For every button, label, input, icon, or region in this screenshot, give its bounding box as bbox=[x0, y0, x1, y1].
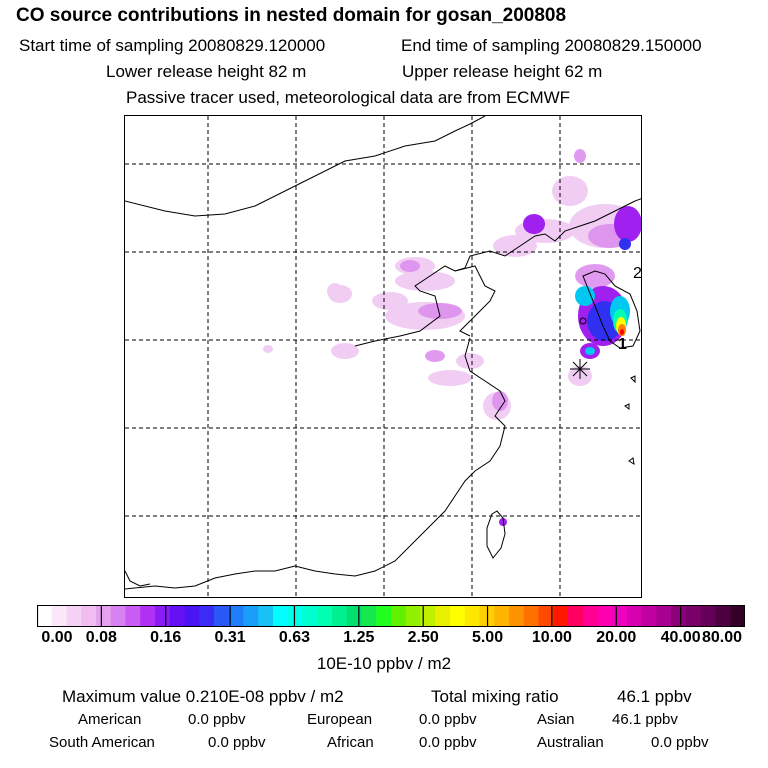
plot-title: CO source contributions in nested domain… bbox=[16, 5, 567, 26]
colorbar-swatch bbox=[523, 605, 539, 627]
tracer-note: Passive tracer used, meteorological data… bbox=[126, 88, 571, 107]
region-name-american: American bbox=[78, 711, 142, 728]
region-name-european: European bbox=[307, 711, 373, 728]
colorbar-swatch bbox=[553, 605, 569, 627]
colorbar-tick-label: 2.50 bbox=[407, 629, 439, 646]
receptor-label-2: 2 bbox=[633, 265, 642, 282]
colorbar-tick-label: 10.00 bbox=[531, 629, 572, 646]
total-mixing-ratio-value: 46.1 ppbv bbox=[617, 687, 692, 706]
colorbar-swatch bbox=[450, 605, 466, 627]
colorbar-swatch bbox=[509, 605, 525, 627]
coastlines bbox=[125, 116, 641, 590]
region-value-australian: 0.0 ppbv bbox=[651, 734, 709, 751]
colorbar-tick-label: 0.08 bbox=[85, 629, 117, 646]
colorbar-swatch bbox=[405, 605, 421, 627]
region-value-american: 0.0 ppbv bbox=[188, 711, 246, 728]
max-value-label: Maximum value 0.210E-08 ppbv / m2 bbox=[62, 687, 344, 706]
start-time-label: Start time of sampling 20080829.120000 bbox=[19, 36, 326, 55]
region-name-south-american: South American bbox=[49, 734, 155, 751]
colorbar-swatch bbox=[656, 605, 672, 627]
colorbar-swatch bbox=[96, 605, 112, 627]
colorbar bbox=[37, 605, 745, 627]
colorbar-swatch bbox=[361, 605, 377, 627]
end-time-label: End time of sampling 20080829.150000 bbox=[401, 36, 702, 55]
colorbar-unit: 10E-10 ppbv / m2 bbox=[316, 654, 452, 673]
colorbar-swatch bbox=[199, 605, 215, 627]
colorbar-swatch bbox=[346, 605, 362, 627]
map-canvas: 1 2 bbox=[125, 116, 642, 597]
colorbar-swatch bbox=[332, 605, 348, 627]
colorbar-swatch bbox=[140, 605, 156, 627]
region-name-australian: Australian bbox=[537, 734, 604, 751]
colorbar-swatch bbox=[51, 605, 67, 627]
colorbar-swatch bbox=[228, 605, 244, 627]
region-value-asian: 46.1 ppbv bbox=[612, 711, 678, 728]
colorbar-swatch bbox=[258, 605, 274, 627]
colorbar-swatch bbox=[715, 605, 731, 627]
colorbar-swatch bbox=[582, 605, 598, 627]
colorbar-tick-label: 0.31 bbox=[214, 629, 246, 646]
colorbar-swatch bbox=[155, 605, 171, 627]
region-value-african: 0.0 ppbv bbox=[419, 734, 477, 751]
colorbar-swatch bbox=[612, 605, 628, 627]
colorbar-tick-label: 5.00 bbox=[471, 629, 504, 646]
colorbar-swatch bbox=[641, 605, 657, 627]
colorbar-swatch bbox=[420, 605, 436, 627]
colorbar-swatch bbox=[302, 605, 318, 627]
colorbar-swatch bbox=[184, 605, 200, 627]
lat-lon-grid bbox=[125, 116, 641, 597]
colorbar-swatch bbox=[686, 605, 702, 627]
total-mixing-ratio-label: Total mixing ratio bbox=[431, 687, 559, 706]
colorbar-swatches bbox=[37, 605, 745, 627]
colorbar-swatch bbox=[81, 605, 97, 627]
colorbar-swatch bbox=[125, 605, 141, 627]
colorbar-swatch bbox=[597, 605, 613, 627]
colorbar-swatch bbox=[243, 605, 259, 627]
concentration-field bbox=[263, 149, 641, 526]
colorbar-swatch bbox=[538, 605, 554, 627]
colorbar-swatch bbox=[627, 605, 643, 627]
colorbar-swatch bbox=[730, 605, 745, 627]
colorbar-swatch bbox=[435, 605, 451, 627]
colorbar-swatch bbox=[214, 605, 230, 627]
region-name-african: African bbox=[327, 734, 374, 751]
colorbar-tick-label: 0.63 bbox=[278, 629, 311, 646]
region-name-asian: Asian bbox=[537, 711, 575, 728]
colorbar-swatch bbox=[376, 605, 392, 627]
colorbar-swatch bbox=[700, 605, 716, 627]
colorbar-tick-label: 40.00 bbox=[660, 629, 701, 646]
map-panel: 1 2 bbox=[124, 115, 642, 598]
colorbar-tick-label: 1.25 bbox=[343, 629, 375, 646]
colorbar-swatch bbox=[110, 605, 126, 627]
colorbar-swatch bbox=[568, 605, 584, 627]
colorbar-tick-label: 20.00 bbox=[596, 629, 637, 646]
colorbar-swatch bbox=[494, 605, 510, 627]
colorbar-swatch bbox=[169, 605, 185, 627]
colorbar-swatch bbox=[66, 605, 82, 627]
colorbar-swatch bbox=[273, 605, 289, 627]
colorbar-swatch bbox=[37, 605, 53, 627]
colorbar-swatch bbox=[671, 605, 687, 627]
colorbar-swatch bbox=[287, 605, 303, 627]
upper-release-height-label: Upper release height 62 m bbox=[402, 62, 603, 81]
colorbar-swatch bbox=[317, 605, 333, 627]
colorbar-tick-label: 0.16 bbox=[150, 629, 182, 646]
region-value-south-american: 0.0 ppbv bbox=[208, 734, 266, 751]
colorbar-tick-label: 0.00 bbox=[41, 629, 73, 646]
colorbar-swatch bbox=[391, 605, 407, 627]
lower-release-height-label: Lower release height 82 m bbox=[106, 62, 307, 81]
receptor-star-marker bbox=[570, 359, 590, 379]
region-value-european: 0.0 ppbv bbox=[419, 711, 477, 728]
colorbar-tick-label: 80.00 bbox=[701, 629, 743, 646]
receptor-label-1: 1 bbox=[618, 336, 627, 353]
colorbar-swatch bbox=[464, 605, 480, 627]
colorbar-border bbox=[37, 605, 745, 627]
